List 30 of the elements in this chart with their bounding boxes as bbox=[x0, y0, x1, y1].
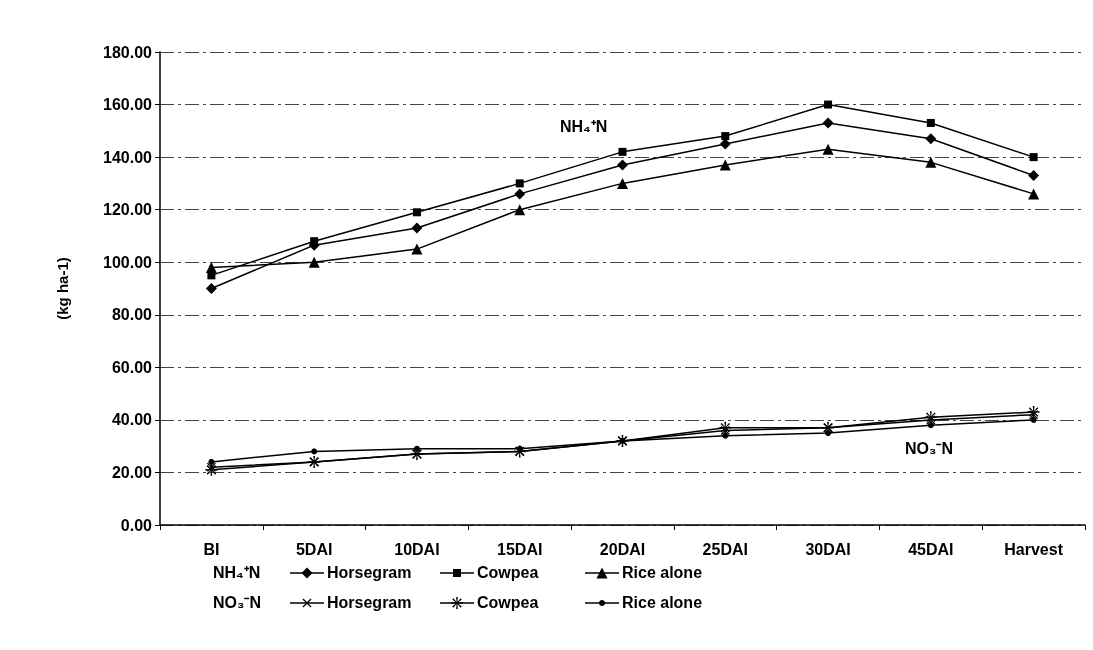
text: NH₄⁺N bbox=[213, 563, 261, 581]
y-tick-label: 0.00 bbox=[120, 516, 153, 534]
y-tick-label: 40.00 bbox=[111, 411, 153, 429]
y-tick-label: 180.00 bbox=[103, 43, 153, 61]
x-tick-label: 45DAI bbox=[908, 540, 954, 558]
x-tick-label: 30DAI bbox=[805, 540, 851, 558]
x-tick-label: 5DAI bbox=[295, 540, 333, 558]
y-tick-label: 160.00 bbox=[103, 96, 153, 114]
annotation: NH₄⁺N bbox=[560, 117, 608, 135]
annotation: NO₃⁻N bbox=[905, 439, 953, 457]
y-axis-title: (kg ha-1) bbox=[54, 257, 71, 320]
y-tick-label: 80.00 bbox=[111, 306, 153, 324]
legend-label: Horsegram bbox=[327, 563, 412, 581]
y-tick-label: 140.00 bbox=[103, 148, 153, 166]
y-tick-label: 20.00 bbox=[111, 463, 153, 481]
legend-label: Cowpea bbox=[477, 593, 539, 611]
y-tick-label: 60.00 bbox=[111, 358, 153, 376]
legend-label: Horsegram bbox=[327, 593, 412, 611]
text: NO₃⁻N bbox=[213, 593, 261, 611]
x-tick-label: 20DAI bbox=[599, 540, 646, 558]
legend-label: Rice alone bbox=[622, 593, 703, 611]
y-tick-label: 100.00 bbox=[103, 253, 153, 271]
x-tick-label: 10DAI bbox=[394, 540, 440, 558]
legend-label: Rice alone bbox=[622, 563, 703, 581]
x-tick-label: 25DAI bbox=[702, 540, 748, 558]
y-tick-label: 120.00 bbox=[103, 201, 153, 219]
legend-label: Cowpea bbox=[477, 563, 539, 581]
x-tick-label: BI bbox=[203, 540, 220, 558]
x-tick-label: Harvest bbox=[1004, 540, 1064, 558]
x-tick-label: 15DAI bbox=[497, 540, 543, 558]
